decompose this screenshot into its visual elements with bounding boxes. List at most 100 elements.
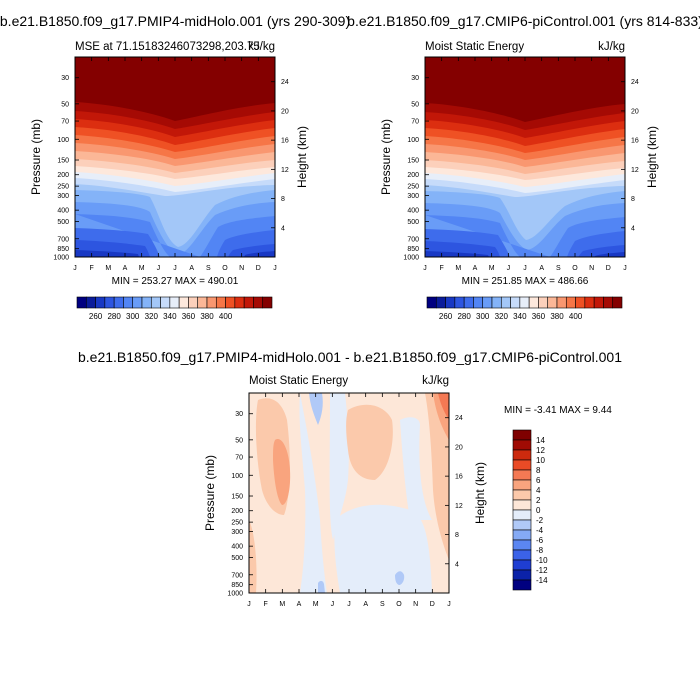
colorbar-swatch xyxy=(512,529,532,541)
colorbar-swatch xyxy=(565,296,576,309)
colorbar-swatch xyxy=(519,296,530,309)
y-tick-label: 700 xyxy=(407,236,419,243)
contour-band xyxy=(346,404,393,480)
colorbar-label: 340 xyxy=(163,312,177,321)
x-tick-label: J xyxy=(273,265,277,272)
x-tick-label: S xyxy=(206,265,211,272)
y-right-tick-label: 8 xyxy=(281,196,285,203)
colorbar-label: 340 xyxy=(513,312,527,321)
colorbar-swatch xyxy=(512,539,532,551)
colorbar-swatch xyxy=(593,296,604,309)
y-tick-label: 1000 xyxy=(227,591,243,598)
x-tick-label: F xyxy=(440,265,444,272)
colorbar-swatch xyxy=(512,559,532,571)
y-tick-label: 400 xyxy=(231,544,243,551)
colorbar-label: 260 xyxy=(89,312,103,321)
y-right-tick-label: 8 xyxy=(455,532,459,539)
colorbar-swatch xyxy=(512,549,532,561)
x-tick-label: M xyxy=(313,601,319,608)
colorbar-swatch xyxy=(575,296,586,309)
colorbar-swatch xyxy=(262,296,273,309)
y-tick-label: 50 xyxy=(411,101,419,108)
y-tick-label: 30 xyxy=(61,75,69,82)
colorbar-swatch xyxy=(445,296,456,309)
y-axis-label: Pressure (mb) xyxy=(203,455,217,531)
panel-midholo-contours xyxy=(75,57,275,257)
colorbar-label: 8 xyxy=(536,466,541,475)
y-tick-label: 850 xyxy=(407,246,419,253)
y-tick-label: 200 xyxy=(407,172,419,179)
colorbar-label: 280 xyxy=(107,312,121,321)
colorbar-label: -4 xyxy=(536,526,544,535)
y-tick-label: 300 xyxy=(231,529,243,536)
y-tick-label: 400 xyxy=(407,208,419,215)
contour-band xyxy=(425,393,449,560)
colorbar-swatch xyxy=(512,439,532,451)
y-tick-label: 30 xyxy=(411,75,419,82)
x-tick-label: F xyxy=(90,265,94,272)
minmax-label: MIN = 251.85 MAX = 486.66 xyxy=(462,276,589,287)
x-tick-label: A xyxy=(363,601,368,608)
y-right-tick-label: 24 xyxy=(631,79,639,86)
colorbar-swatch xyxy=(95,296,106,309)
y-right-tick-label: 4 xyxy=(455,561,459,568)
colorbar-swatch xyxy=(512,459,532,471)
panel-picontrol-units: kJ/kg xyxy=(598,41,625,53)
y-right-tick-label: 24 xyxy=(455,415,463,422)
y-axis-label: Pressure (mb) xyxy=(379,119,393,195)
colorbar-swatch xyxy=(454,296,465,309)
colorbar-swatch xyxy=(512,449,532,461)
colorbar-swatch xyxy=(104,296,115,309)
y-right-tick-label: 16 xyxy=(281,138,289,145)
x-tick-label: D xyxy=(256,265,261,272)
colorbar-swatch xyxy=(141,296,152,309)
colorbar-swatch xyxy=(512,519,532,531)
axes: 30 50 70 100 150 200 250 300 400 500 700 850 1000 4 8 1… xyxy=(53,57,289,272)
x-tick-label: N xyxy=(589,265,594,272)
x-tick-label: O xyxy=(572,265,578,272)
colorbar-swatch xyxy=(435,296,446,309)
y-tick-label: 50 xyxy=(235,437,243,444)
colorbar-label: 0 xyxy=(536,506,541,515)
y-right-tick-label: 20 xyxy=(455,444,463,451)
colorbar: 260 280 300 320 340 360 380 400 xyxy=(76,296,273,321)
y-right-tick-label: 16 xyxy=(631,138,639,145)
colorbar-swatch xyxy=(584,296,595,309)
x-tick-label: J xyxy=(507,265,511,272)
y-right-tick-label: 12 xyxy=(281,167,289,174)
colorbar-label: 14 xyxy=(536,436,545,445)
panel-midholo-units: kJ/kg xyxy=(248,41,275,53)
colorbar-label: -12 xyxy=(536,566,548,575)
y-tick-label: 250 xyxy=(231,520,243,527)
colorbar-swatch xyxy=(512,479,532,491)
colorbar-swatch xyxy=(197,296,208,309)
panel-difference-units: kJ/kg xyxy=(422,375,449,387)
y-tick-label: 500 xyxy=(57,219,69,226)
colorbar-label: 380 xyxy=(550,312,564,321)
x-tick-label: J xyxy=(423,265,427,272)
x-tick-label: A xyxy=(539,265,544,272)
colorbar-label: 300 xyxy=(126,312,140,321)
y-tick-label: 250 xyxy=(57,184,69,191)
colorbar-swatch xyxy=(612,296,623,309)
colorbar-swatch xyxy=(528,296,539,309)
x-tick-label: M xyxy=(489,265,495,272)
x-tick-label: O xyxy=(222,265,228,272)
y-tick-label: 70 xyxy=(61,119,69,126)
y-tick-label: 400 xyxy=(57,208,69,215)
y-tick-label: 100 xyxy=(407,137,419,144)
contour-band xyxy=(438,393,449,420)
y-right-tick-label: 4 xyxy=(281,225,285,232)
panel-midholo-subtitle: MSE at 71.15183246073298,203.75 xyxy=(75,41,260,53)
contour-band xyxy=(400,417,432,520)
colorbar-label: 10 xyxy=(536,456,545,465)
y-tick-label: 850 xyxy=(231,582,243,589)
y-right-tick-label: 24 xyxy=(281,79,289,86)
colorbar-label: 300 xyxy=(476,312,490,321)
colorbar-swatch xyxy=(512,429,532,441)
colorbar-swatch xyxy=(538,296,549,309)
colorbar-label: 280 xyxy=(457,312,471,321)
y-tick-label: 150 xyxy=(407,158,419,165)
colorbar-label: -10 xyxy=(536,556,548,565)
